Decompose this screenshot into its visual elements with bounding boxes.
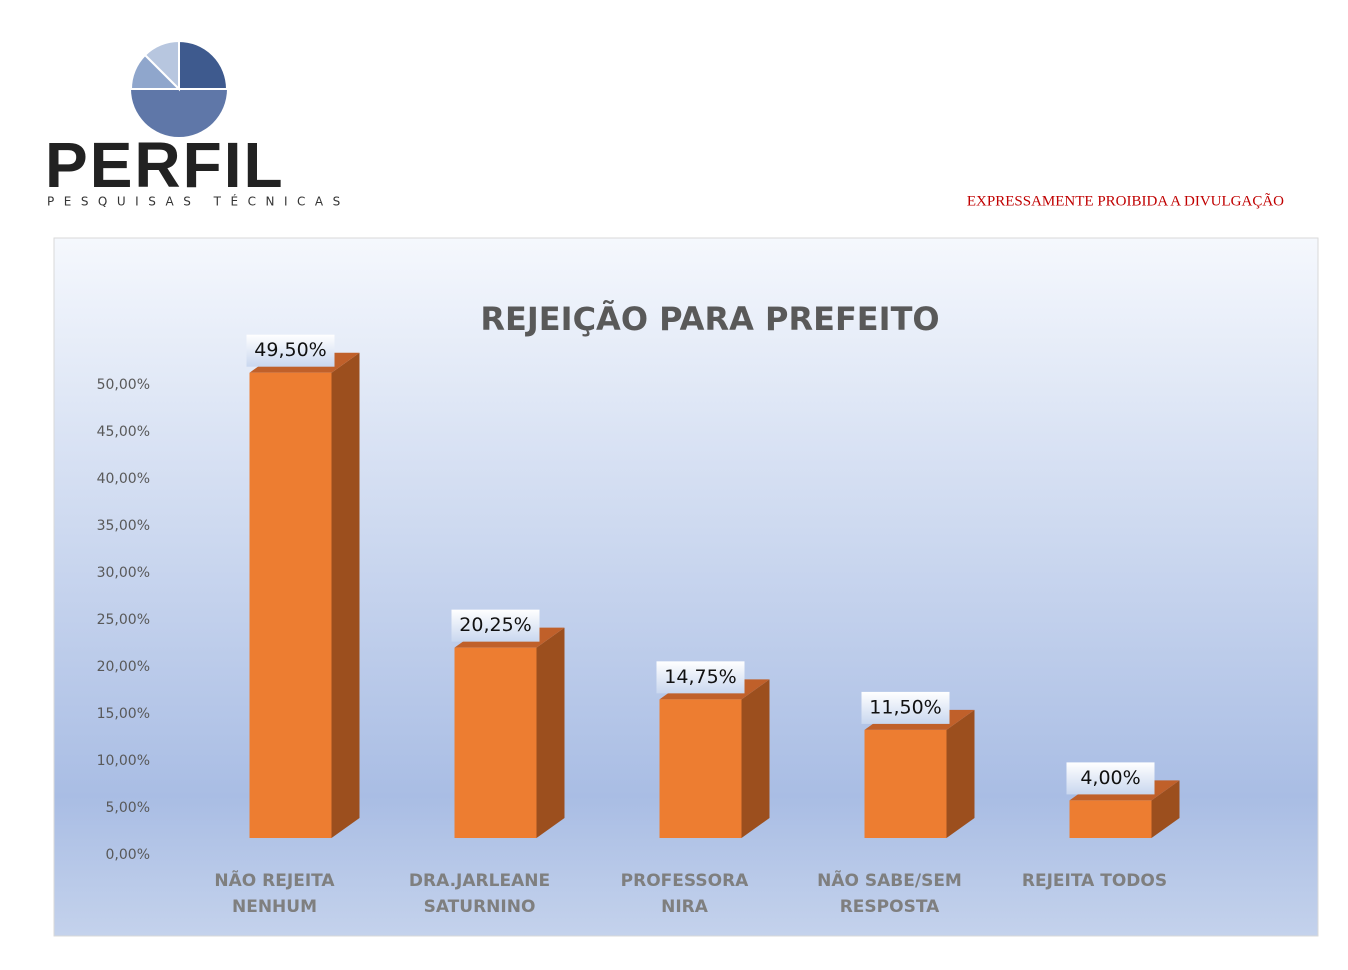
logo-name: PERFIL [45, 129, 285, 201]
bar [249, 372, 332, 838]
y-tick-label: 0,00% [106, 847, 150, 863]
y-tick-label: 20,00% [97, 659, 150, 675]
y-tick-label: 35,00% [97, 518, 150, 534]
x-tick-label: NÃO REJEITA NENHUM [214, 871, 335, 917]
value-label-box [451, 609, 540, 642]
y-tick-label: 30,00% [97, 565, 150, 581]
bar-side [741, 679, 770, 838]
value-label-box [1066, 762, 1155, 795]
bar-side [331, 352, 360, 838]
logo-tagline: PESQUISAS TÉCNICAS [47, 194, 350, 209]
value-label-box [861, 691, 950, 724]
x-tick-label: DRA.JARLEANE SATURNINO [408, 871, 551, 917]
bar [659, 699, 742, 838]
bar [454, 647, 537, 838]
notice: EXPRESSAMENTE PROIBIDA A DIVULGAÇÃO [967, 193, 1284, 209]
y-tick-label: 50,00% [97, 377, 150, 393]
value-label: 11,50% [869, 696, 941, 718]
x-tick-label: PROFESSORA NIRA [620, 871, 749, 917]
value-label-box [246, 334, 335, 367]
bar [864, 729, 947, 838]
y-tick-label: 40,00% [97, 471, 150, 487]
bar-side [536, 627, 565, 838]
x-tick-label: NÃO SABE/SEM RESPOSTA [817, 871, 962, 917]
value-label: 4,00% [1080, 767, 1140, 789]
value-label: 14,75% [664, 666, 736, 688]
chart-title: REJEIÇÃO PARA PREFEITO [480, 300, 939, 338]
value-label: 20,25% [459, 614, 531, 636]
logo: PERFIL PESQUISAS TÉCNICAS [45, 39, 350, 209]
bar [1069, 800, 1152, 838]
y-tick-label: 5,00% [106, 800, 150, 816]
value-label: 49,50% [254, 339, 326, 361]
y-tick-label: 45,00% [97, 424, 150, 440]
bar-side [946, 709, 975, 838]
bar-side [1151, 780, 1180, 838]
value-label-box [656, 661, 745, 694]
y-tick-label: 25,00% [97, 612, 150, 628]
y-tick-label: 15,00% [97, 706, 150, 722]
y-tick-label: 10,00% [97, 753, 150, 769]
x-tick-label: REJEITA TODOS [1021, 871, 1168, 891]
